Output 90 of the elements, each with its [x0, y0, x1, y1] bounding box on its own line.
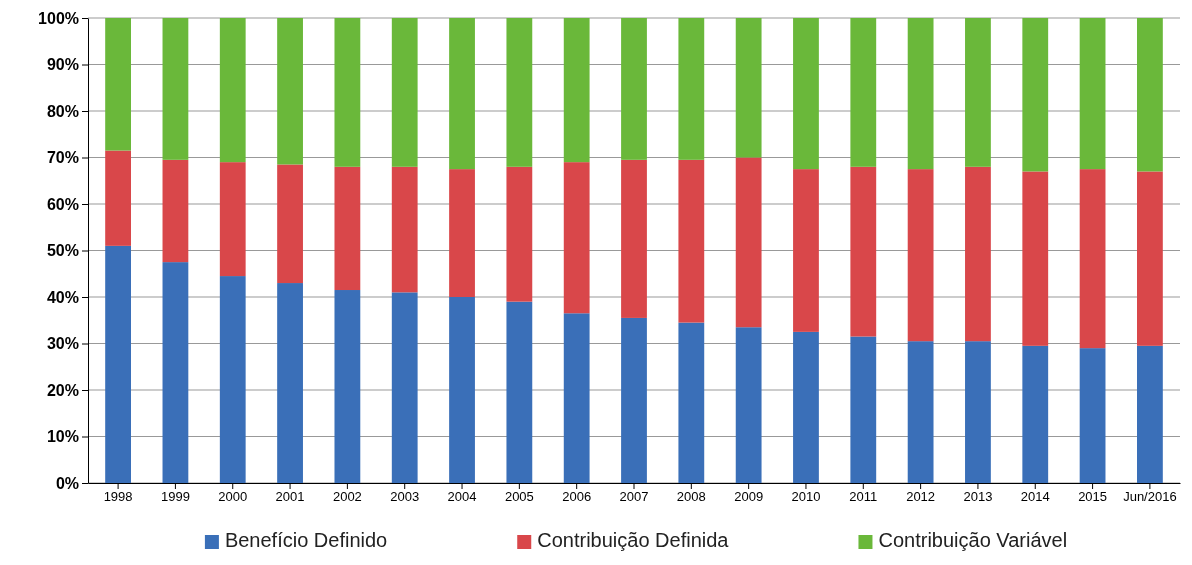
bar [563, 313, 590, 483]
bar [105, 18, 131, 151]
bar [277, 18, 303, 165]
x-tick-label: 2003 [390, 489, 420, 505]
bar [621, 317, 647, 483]
y-tick-label: 50% [46, 242, 79, 260]
legend-label: Benefício Definido [224, 529, 388, 551]
bar [277, 164, 303, 284]
x-tick-label: 2011 [849, 489, 878, 505]
bar [850, 166, 877, 337]
y-tick-label: 10% [46, 428, 79, 446]
x-tick-label: 1999 [160, 489, 190, 505]
bar [1137, 171, 1163, 346]
bar [162, 262, 189, 483]
bar [1137, 18, 1163, 172]
bar [449, 18, 475, 170]
bar [1022, 171, 1049, 346]
bar [678, 159, 705, 323]
x-tick-label: 2001 [275, 489, 305, 505]
bar [105, 245, 131, 483]
bar [678, 322, 705, 483]
legend-label: Contribuição Definida [537, 529, 730, 551]
bar [449, 297, 475, 483]
bar [965, 341, 991, 483]
bar [563, 18, 590, 163]
bar [391, 18, 418, 167]
bar [391, 166, 418, 293]
y-tick-label: 90% [46, 56, 79, 74]
x-tick-label: 2010 [791, 489, 821, 505]
bar [965, 18, 991, 167]
x-tick-label: 2012 [906, 489, 936, 505]
bar [621, 159, 647, 318]
bar [162, 18, 189, 160]
bar [219, 18, 246, 163]
x-tick-label: 2015 [1078, 489, 1108, 505]
bar [850, 336, 877, 483]
bar [735, 18, 762, 158]
bar [219, 162, 246, 277]
y-tick-label: 100% [38, 9, 79, 27]
bar [449, 169, 475, 297]
y-tick-label: 70% [46, 149, 79, 167]
bar [1079, 348, 1106, 483]
bar [219, 276, 246, 483]
bar [105, 150, 131, 246]
x-tick-label: 2006 [562, 489, 592, 505]
y-tick-label: 0% [55, 474, 79, 492]
x-tick-label: 2013 [963, 489, 993, 505]
bar [678, 18, 705, 160]
bar [793, 331, 819, 483]
bar [334, 166, 361, 291]
bar [793, 169, 819, 332]
bar [907, 341, 934, 483]
bar [334, 18, 361, 167]
bar [1137, 345, 1163, 483]
y-tick-label: 30% [46, 335, 79, 353]
bar [1079, 18, 1106, 170]
bar [1022, 345, 1049, 483]
bar [334, 290, 361, 483]
legend-label: Contribuição Variável [878, 529, 1068, 551]
y-tick-label: 80% [46, 102, 79, 120]
bar [162, 159, 189, 263]
bar [391, 292, 418, 483]
x-tick-label: Jun/2016 [1123, 489, 1177, 505]
bar [793, 18, 819, 170]
bar [735, 157, 762, 328]
x-tick-label: 2005 [504, 489, 534, 505]
y-tick-label: 20% [46, 381, 79, 399]
x-tick-label: 2007 [619, 489, 649, 505]
y-tick-label: 60% [46, 195, 79, 213]
bar [563, 162, 590, 314]
bar [506, 18, 533, 167]
bar [735, 327, 762, 483]
x-tick-label: 2002 [332, 489, 362, 505]
bar [506, 166, 533, 302]
x-tick-label: 2009 [734, 489, 764, 505]
bar [965, 166, 991, 342]
x-tick-label: 1998 [103, 489, 133, 505]
bar [277, 283, 303, 483]
bar [907, 18, 934, 170]
bar [621, 18, 647, 160]
x-tick-label: 2008 [676, 489, 706, 505]
bar [1022, 18, 1049, 172]
x-tick-label: 2014 [1020, 489, 1050, 505]
bar [1079, 169, 1106, 349]
bar [907, 169, 934, 342]
bar [506, 301, 533, 483]
x-tick-label: 2004 [447, 489, 477, 505]
y-tick-label: 40% [46, 288, 79, 306]
bar [850, 18, 877, 167]
x-tick-label: 2000 [218, 489, 248, 505]
